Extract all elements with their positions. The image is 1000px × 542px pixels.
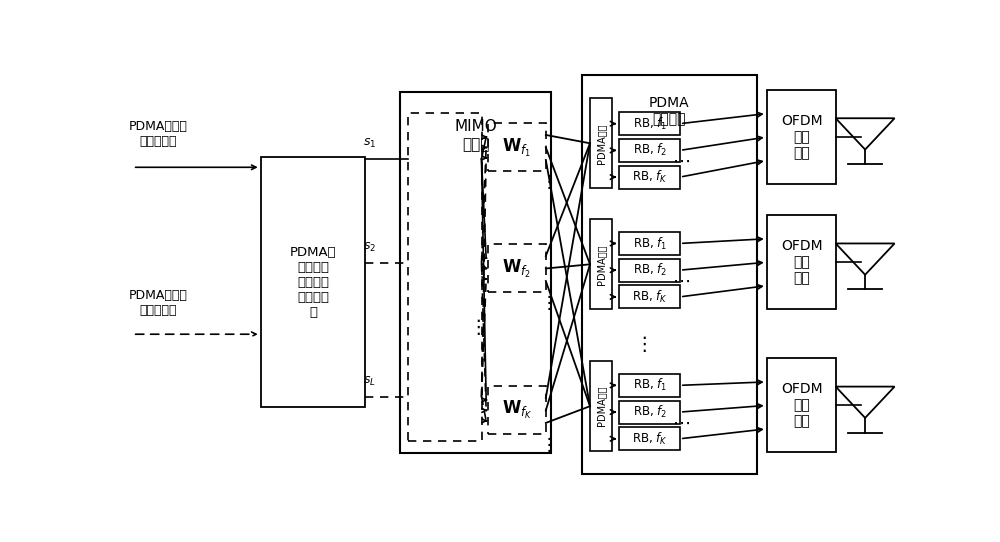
Text: PDMA图
样矢量调
制符号到
传输层映
射: PDMA图 样矢量调 制符号到 传输层映 射	[290, 246, 336, 319]
Bar	[619, 427, 680, 450]
Text: OFDM
信号
生成: OFDM 信号 生成	[781, 382, 822, 429]
Text: RB, $f_1$: RB, $f_1$	[633, 377, 667, 393]
Text: RB, $f_2$: RB, $f_2$	[633, 143, 667, 158]
Bar	[590, 362, 612, 451]
Text: $s_1$: $s_1$	[363, 137, 376, 150]
Text: ⋯: ⋯	[672, 273, 690, 291]
Bar	[261, 157, 365, 407]
Text: RB, $f_K$: RB, $f_K$	[632, 431, 668, 447]
Text: $s_2$: $s_2$	[363, 241, 376, 254]
Text: OFDM
信号
生成: OFDM 信号 生成	[781, 239, 822, 286]
Text: ⋯: ⋯	[672, 153, 690, 171]
Text: PDMA信号: PDMA信号	[596, 386, 606, 427]
Bar	[619, 401, 680, 423]
Text: OFDM
信号
生成: OFDM 信号 生成	[781, 114, 822, 160]
Text: MIMO
预编码: MIMO 预编码	[454, 119, 497, 152]
Text: RB, $f_2$: RB, $f_2$	[633, 262, 667, 278]
Text: RB, $f_1$: RB, $f_1$	[633, 235, 667, 251]
Bar	[619, 259, 680, 282]
Bar	[400, 92, 551, 453]
Bar	[619, 139, 680, 162]
Text: PDMA图样矢
量调制符号: PDMA图样矢 量调制符号	[129, 120, 188, 148]
Text: ⋮: ⋮	[541, 294, 557, 312]
Text: ⋮: ⋮	[635, 335, 654, 354]
Text: RB, $f_K$: RB, $f_K$	[632, 289, 668, 305]
Bar	[590, 99, 612, 188]
Text: PDMA
资源映射: PDMA 资源映射	[649, 96, 690, 126]
Text: ⋮: ⋮	[468, 319, 487, 338]
Text: RB, $f_1$: RB, $f_1$	[633, 115, 667, 132]
Bar	[408, 113, 482, 441]
Text: $\mathbf{W}_{f_2}$: $\mathbf{W}_{f_2}$	[502, 257, 531, 280]
Text: $\mathbf{W}_{f_1}$: $\mathbf{W}_{f_1}$	[502, 137, 531, 158]
Bar	[767, 90, 836, 184]
Text: RB, $f_2$: RB, $f_2$	[633, 404, 667, 420]
Bar	[619, 232, 680, 255]
Bar	[619, 374, 680, 397]
Bar	[619, 286, 680, 308]
Bar	[619, 166, 680, 189]
Bar	[767, 358, 836, 453]
Bar	[582, 75, 757, 474]
Bar	[619, 112, 680, 135]
Text: PDMA信号: PDMA信号	[596, 123, 606, 164]
Text: PDMA图样矢
量调制符号: PDMA图样矢 量调制符号	[129, 289, 188, 317]
Bar	[488, 386, 546, 434]
Text: RB, $f_K$: RB, $f_K$	[632, 169, 668, 185]
Text: PDMA信号: PDMA信号	[596, 244, 606, 285]
Text: ⋯: ⋯	[672, 415, 690, 433]
Text: ⋮: ⋮	[541, 436, 557, 454]
Bar	[488, 124, 546, 171]
Bar	[767, 215, 836, 309]
Bar	[488, 244, 546, 293]
Text: $s_L$: $s_L$	[363, 375, 376, 388]
Text: ⋮: ⋮	[541, 173, 557, 191]
Text: $\mathbf{W}_{f_K}$: $\mathbf{W}_{f_K}$	[502, 399, 532, 422]
Bar	[590, 220, 612, 309]
